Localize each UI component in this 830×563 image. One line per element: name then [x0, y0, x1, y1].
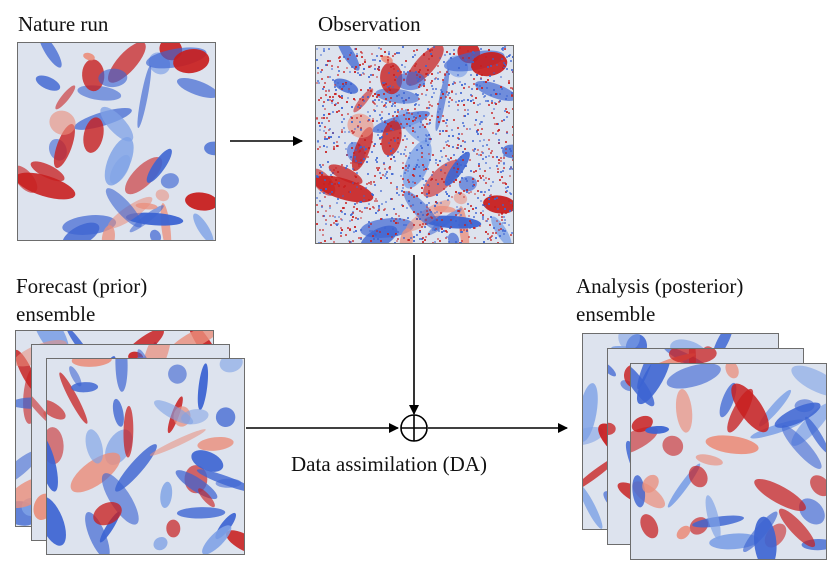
analysis-member-3 [630, 363, 827, 560]
da-operator-icon [400, 414, 428, 442]
forecast-member-3 [46, 358, 245, 555]
observation-label: Observation [318, 12, 421, 36]
da-label: Data assimilation (DA) [291, 452, 487, 476]
forecast-label-line2: ensemble [16, 302, 96, 326]
forecast-label-line1: Forecast (prior) [16, 274, 148, 298]
nature-run-field [17, 42, 216, 241]
field-texture [47, 359, 244, 554]
analysis-label-line2: ensemble [576, 302, 656, 326]
field-texture [316, 46, 513, 243]
analysis-label-line1: Analysis (posterior) [576, 274, 744, 298]
nature-run-label: Nature run [18, 12, 109, 36]
field-texture [631, 364, 826, 559]
observation-field [315, 45, 514, 244]
field-texture [18, 43, 215, 240]
